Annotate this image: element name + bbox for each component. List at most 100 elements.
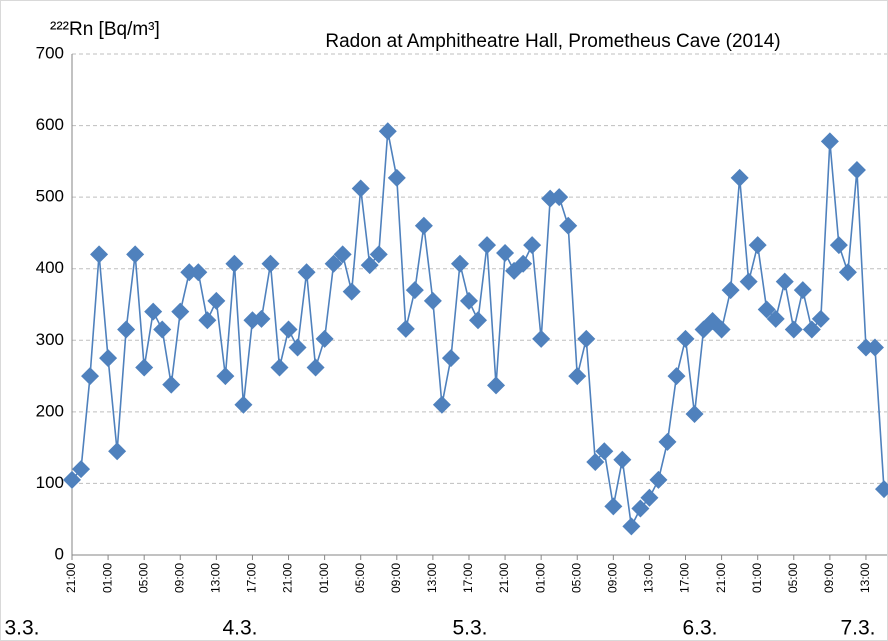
data-point [387, 168, 406, 187]
data-point [748, 236, 767, 255]
data-point [721, 281, 740, 300]
data-point [342, 282, 361, 301]
data-point [487, 376, 506, 395]
data-point [432, 395, 451, 414]
day-label: 5.3. [452, 617, 487, 640]
x-tick-label: 09:00 [172, 563, 186, 593]
data-point [279, 320, 298, 339]
data-point [423, 291, 442, 310]
x-tick-label: 21:00 [64, 563, 78, 593]
x-tick-label: 09:00 [822, 563, 836, 593]
data-point [198, 311, 217, 330]
y-tick-label: 300 [36, 330, 64, 349]
data-point [631, 499, 650, 518]
data-point [811, 309, 830, 328]
x-tick-label: 17:00 [461, 563, 475, 593]
x-tick-label: 05:00 [786, 563, 800, 593]
data-point [378, 122, 397, 141]
data-point [658, 432, 677, 451]
data-point [478, 236, 497, 255]
x-tick-label: 01:00 [533, 563, 547, 593]
data-point [81, 367, 100, 386]
data-point [875, 480, 888, 499]
x-tick-label: 13:00 [209, 563, 223, 593]
data-point [559, 216, 578, 235]
data-point [865, 338, 884, 357]
data-point [775, 272, 794, 291]
data-point [126, 245, 145, 264]
data-point [856, 338, 875, 357]
data-point [784, 320, 803, 339]
data-point [676, 329, 695, 348]
x-tick-label: 13:00 [858, 563, 872, 593]
data-point [261, 254, 280, 273]
data-point [595, 442, 614, 461]
data-point [297, 263, 316, 282]
data-point [739, 272, 758, 291]
data-point [225, 254, 244, 273]
day-label: 7.3. [840, 617, 875, 640]
data-point [99, 349, 118, 368]
data-point [829, 236, 848, 255]
data-point [640, 488, 659, 507]
y-axis-title: ²²²Rn [Bq/m³] [50, 19, 160, 40]
y-tick-label: 200 [36, 401, 64, 420]
day-label: 6.3. [682, 617, 717, 640]
y-tick-label: 700 [36, 43, 64, 62]
data-point [333, 245, 352, 264]
data-point [396, 319, 415, 338]
data-point [270, 358, 289, 377]
data-point [306, 358, 325, 377]
data-point [414, 216, 433, 235]
data-point [550, 188, 569, 207]
y-tick-label: 500 [36, 187, 64, 206]
data-point [667, 367, 686, 386]
x-tick-label: 01:00 [317, 563, 331, 593]
x-tick-label: 05:00 [136, 563, 150, 593]
x-tick-label: 17:00 [678, 563, 692, 593]
data-point [72, 460, 91, 479]
data-point [847, 160, 866, 179]
data-point [649, 470, 668, 489]
y-tick-label: 0 [55, 544, 64, 563]
data-point [405, 281, 424, 300]
data-point [171, 302, 190, 321]
data-point [685, 405, 704, 424]
data-point [469, 311, 487, 330]
x-tick-label: 01:00 [750, 563, 764, 593]
data-point [820, 132, 839, 151]
data-point [568, 367, 587, 386]
data-point [532, 329, 551, 348]
data-point [180, 263, 199, 282]
data-point [315, 329, 334, 348]
data-point [207, 291, 226, 310]
x-tick-label: 05:00 [569, 563, 583, 593]
data-point [450, 254, 469, 273]
y-tick-label: 600 [36, 115, 64, 134]
data-point [586, 452, 605, 471]
day-label: 4.3. [222, 617, 257, 640]
data-point [766, 309, 785, 328]
x-tick-label: 13:00 [425, 563, 439, 593]
data-point [63, 470, 81, 489]
day-label: 3.3. [4, 617, 39, 640]
data-point [108, 442, 127, 461]
x-tick-label: 01:00 [100, 563, 114, 593]
data-point [604, 497, 623, 516]
x-tick-label: 21:00 [281, 563, 295, 593]
data-point [838, 263, 857, 282]
data-point [153, 320, 172, 339]
data-point [523, 236, 542, 255]
data-point [144, 302, 163, 321]
data-point [514, 254, 533, 273]
data-point [360, 256, 379, 275]
y-tick-label: 400 [36, 258, 64, 277]
data-point [622, 517, 641, 536]
data-point [162, 375, 181, 394]
data-point [216, 367, 235, 386]
x-tick-label: 13:00 [642, 563, 656, 593]
y-tick-label: 100 [36, 473, 64, 492]
x-tick-label: 17:00 [245, 563, 259, 593]
